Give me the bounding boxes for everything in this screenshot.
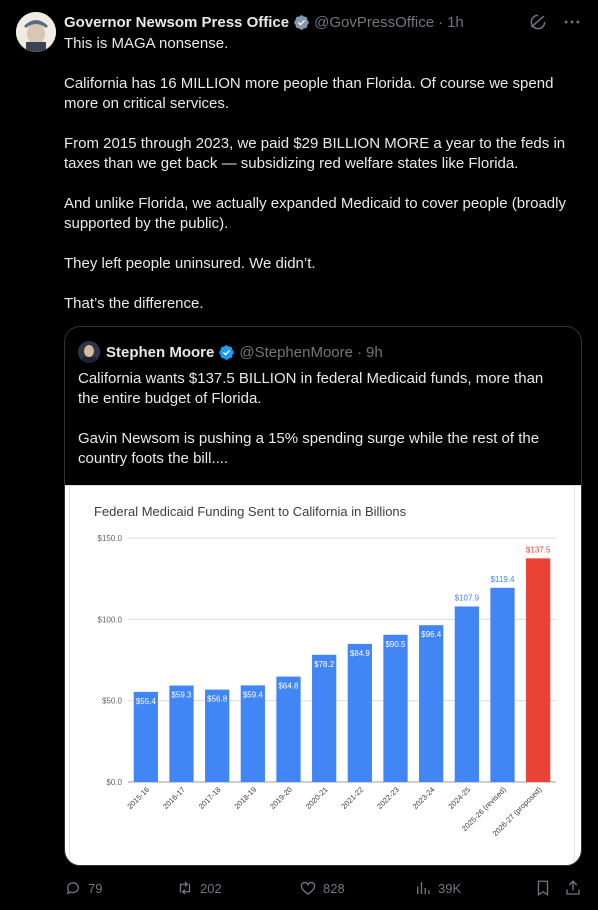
data-label: $90.5 (385, 640, 406, 649)
data-label: $137.5 (526, 545, 551, 554)
bar (383, 634, 408, 782)
tweet-paragraph: That’s the difference. (64, 295, 204, 312)
views-count: 39K (438, 880, 462, 896)
share-button[interactable] (564, 879, 582, 897)
chart-title: Federal Medicaid Funding Sent to Califor… (94, 504, 407, 519)
x-tick-label: 2016-17 (161, 785, 187, 811)
data-label: $107.9 (455, 593, 480, 602)
chart-image[interactable]: Federal Medicaid Funding Sent to Califor… (65, 485, 581, 865)
tweet-time[interactable]: 1h (447, 13, 464, 31)
bar (133, 691, 158, 782)
views-icon (417, 882, 430, 894)
data-label: $64.8 (278, 682, 299, 691)
repost-button[interactable]: 202 (176, 879, 222, 897)
data-label: $59.4 (243, 690, 264, 699)
share-icon (566, 880, 580, 895)
data-label: $56.8 (207, 695, 228, 704)
verified-badge-icon (219, 344, 235, 360)
tweet-paragraph: They left people uninsured. We didn’t. (64, 255, 316, 272)
bar-chart: $0.0 $50.0 $100.0 $150.0 $55.4 2015-16 $59.3 20… (98, 534, 556, 838)
quote-paragraph: Gavin Newsom is pushing a 15% spending s… (78, 430, 540, 467)
bar (240, 685, 265, 782)
bar (169, 685, 194, 782)
repost-icon (179, 881, 191, 895)
quote-time: 9h (365, 343, 383, 361)
x-tick-label: 2020-21 (304, 785, 330, 811)
like-button[interactable]: 828 (299, 879, 345, 897)
tweet-paragraph: From 2015 through 2023, we paid $29 BILL… (64, 135, 566, 172)
data-label: $78.2 (314, 660, 335, 669)
chart-frame: Federal Medicaid Funding Sent to Califor… (69, 486, 575, 865)
header-actions (528, 12, 582, 32)
verified-badge-icon (294, 14, 309, 30)
y-tick-label: $50.0 (102, 697, 123, 706)
repost-count: 202 (200, 880, 222, 896)
reply-button[interactable]: 79 (64, 879, 102, 897)
quote-author-avatar (78, 341, 100, 363)
bar (490, 587, 515, 782)
quoted-tweet[interactable]: Stephen Moore @StephenMoore · 9h Califor… (64, 326, 582, 866)
quote-text: California wants $137.5 BILLION in feder… (78, 369, 568, 469)
x-tick-label: 2023-24 (411, 785, 437, 811)
views-button[interactable]: 39K (414, 879, 461, 897)
reply-count: 79 (88, 880, 103, 896)
bookmark-icon (537, 880, 549, 897)
reply-icon (66, 882, 79, 895)
y-tick-label: $150.0 (98, 534, 123, 543)
author-handle[interactable]: @GovPressOffice (314, 13, 435, 31)
data-label: $55.4 (136, 697, 157, 706)
x-tick-label: 2018-19 (232, 785, 258, 811)
data-label: $84.9 (350, 649, 371, 658)
tweet-header: Governor Newsom Press Office @GovPressOf… (64, 12, 582, 32)
like-icon (300, 881, 316, 895)
quote-header: Stephen Moore @StephenMoore · 9h (78, 341, 569, 363)
data-label: $119.4 (491, 575, 515, 584)
x-tick-label: 2015-16 (125, 785, 151, 811)
header-separator: · (438, 13, 444, 31)
author-avatar[interactable] (16, 12, 56, 52)
bar (205, 689, 230, 782)
bar (454, 606, 479, 782)
more-icon[interactable] (562, 12, 582, 32)
data-label: $59.3 (171, 691, 192, 700)
tweet-paragraph: And unlike Florida, we actually expanded… (64, 195, 566, 232)
tweet-paragraph: California has 16 MILLION more people th… (64, 75, 554, 112)
bar (419, 625, 444, 782)
x-tick-label: 2022-23 (375, 785, 401, 811)
bar (347, 643, 372, 782)
tweet-paragraph: This is MAGA nonsense. (64, 35, 229, 52)
bar (312, 654, 337, 782)
like-count: 828 (323, 880, 345, 896)
quote-author-name: Stephen Moore (106, 343, 215, 361)
bar (276, 676, 301, 782)
quote-paragraph: California wants $137.5 BILLION in feder… (78, 370, 544, 407)
bookmark-button[interactable] (534, 879, 552, 897)
x-tick-label: 2021-22 (339, 785, 365, 811)
x-tick-label: 2017-18 (197, 785, 223, 811)
quote-author-handle: @StephenMoore (239, 343, 353, 361)
author-name[interactable]: Governor Newsom Press Office (64, 13, 290, 31)
x-tick-label: 2024-25 (446, 785, 472, 811)
y-tick-label: $100.0 (98, 615, 123, 624)
x-tick-label: 2019-20 (268, 785, 294, 811)
grok-icon[interactable] (528, 12, 548, 32)
tweet-actions: 79 202 828 39K (64, 877, 586, 899)
bar (526, 558, 551, 782)
quote-separator: · (356, 343, 362, 361)
y-tick-label: $0.0 (106, 778, 122, 787)
tweet-text: This is MAGA nonsense. California has 16… (64, 34, 586, 314)
data-label: $96.4 (421, 630, 442, 639)
